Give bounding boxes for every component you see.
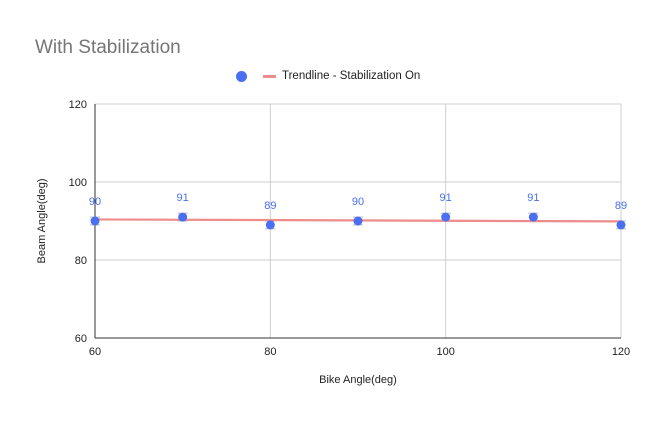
data-point (616, 220, 626, 230)
data-label: 91 (527, 192, 539, 204)
y-axis-title: Beam Angle(deg) (36, 179, 48, 264)
x-tick-label: 80 (264, 346, 276, 358)
y-tick-label: 100 (69, 177, 87, 189)
x-tick-label: 100 (436, 346, 454, 358)
data-label: 91 (177, 192, 189, 204)
data-label: 91 (440, 192, 452, 204)
y-tick-label: 80 (75, 255, 87, 267)
data-point (441, 212, 451, 222)
data-point (528, 212, 538, 222)
x-tick-label: 120 (612, 346, 630, 358)
y-tick-label: 120 (69, 99, 87, 111)
legend-series-marker (236, 70, 247, 82)
data-point (265, 220, 275, 230)
data-point (90, 216, 100, 226)
data-label: 89 (615, 200, 627, 212)
legend: Trendline - Stabilization On (236, 70, 420, 82)
legend-trendline-marker (263, 74, 276, 78)
data-label: 90 (89, 196, 101, 208)
x-tick-label: 60 (89, 346, 101, 358)
data-point (178, 212, 188, 222)
legend-trendline-label: Trendline - Stabilization On (282, 70, 421, 82)
y-tick-label: 60 (75, 333, 87, 345)
data-point (353, 216, 363, 226)
chart-title: With Stabilization (35, 37, 181, 58)
data-label: 89 (264, 200, 276, 212)
data-label: 90 (352, 196, 364, 208)
x-axis-title: Bike Angle(deg) (319, 374, 397, 386)
